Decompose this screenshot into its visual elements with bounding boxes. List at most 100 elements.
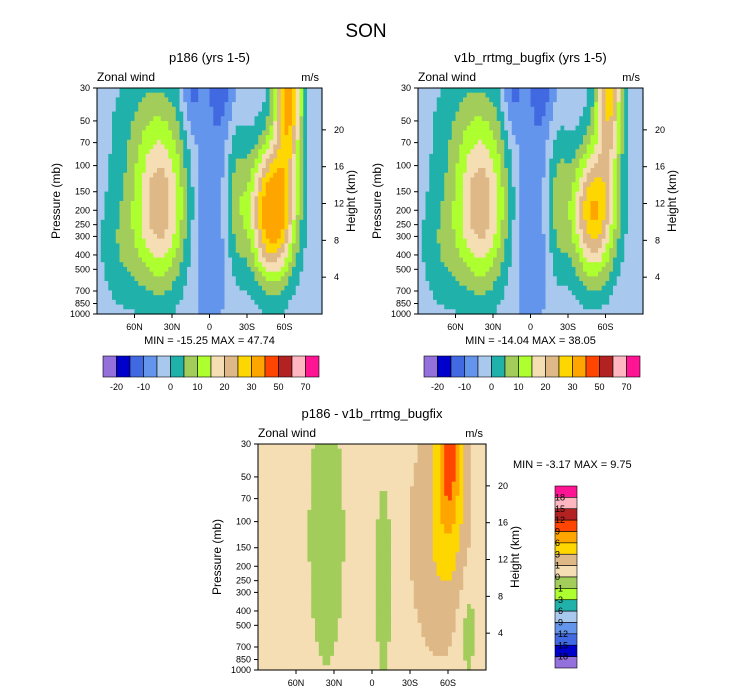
contour-cell: [187, 257, 192, 263]
contour-cell: [112, 116, 117, 122]
contour-cell: [481, 130, 487, 136]
contour-cell: [508, 149, 513, 155]
contour-cell: [179, 153, 184, 160]
contour-cell: [575, 97, 580, 103]
contour-cell: [220, 97, 226, 103]
contour-cell: [202, 106, 207, 113]
contour-cell: [217, 285, 222, 292]
contour-cell: [187, 309, 192, 315]
contour-cell: [175, 158, 181, 164]
contour-cell: [519, 201, 524, 207]
contour-cell: [243, 111, 248, 117]
contour-cell: [187, 229, 192, 235]
contour-cell: [538, 186, 543, 193]
contour-cell: [175, 257, 181, 263]
contour-cell: [149, 111, 154, 117]
contour-cell: [292, 309, 297, 315]
contour-cell: [149, 205, 154, 212]
contour-cell: [164, 120, 169, 127]
contour-cell: [470, 172, 475, 179]
contour-cell: [100, 182, 106, 188]
contour-cell: [444, 116, 449, 122]
contour-cell: [100, 238, 106, 244]
contour-cell: [224, 196, 229, 202]
contour-cell: [459, 191, 464, 197]
contour-cell: [504, 215, 509, 221]
contour-cell: [104, 248, 109, 254]
contour-cell: [485, 224, 490, 230]
contour-cell: [209, 92, 214, 99]
contour-cell: [303, 248, 308, 254]
contour-cell: [433, 201, 438, 207]
contour-cell: [292, 248, 297, 254]
contour-cell: [172, 144, 177, 150]
contour-cell: [530, 215, 535, 221]
colorbar-swatch: [170, 355, 185, 378]
contour-cell: [459, 233, 464, 240]
contour-cell: [594, 191, 599, 197]
contour-cell: [541, 191, 547, 197]
contour-cell: [299, 262, 304, 268]
contour-cell: [609, 88, 614, 94]
contour-cell: [303, 177, 308, 183]
contour-cell: [202, 229, 207, 235]
contour-cell: [508, 177, 513, 183]
contour-cell: [631, 177, 637, 183]
contour-cell: [194, 139, 199, 146]
contour-cell: [157, 233, 162, 240]
contour-cell: [213, 168, 218, 174]
contour-cell: [504, 177, 509, 183]
contour-cell: [440, 172, 445, 179]
contour-cell: [108, 144, 113, 150]
contour-cell: [112, 295, 117, 301]
contour-cell: [534, 201, 539, 207]
contour-cell: [624, 97, 629, 103]
contour-cell: [538, 102, 543, 108]
contour-cell: [247, 135, 252, 141]
contour-cell: [123, 149, 128, 155]
contour-cell: [232, 153, 237, 160]
contour-cell: [455, 243, 460, 249]
contour-cell: [190, 205, 196, 212]
contour-cell: [635, 182, 640, 188]
contour-cell: [590, 191, 595, 197]
contour-cell: [485, 92, 490, 99]
contour-cell: [601, 177, 607, 183]
contour-cell: [459, 196, 464, 202]
contour-cell: [526, 182, 532, 188]
contour-cell: [481, 210, 487, 216]
contour-cell: [455, 120, 460, 127]
contour-cell: [493, 243, 498, 249]
contour-cell: [145, 196, 151, 202]
contour-cell: [172, 172, 177, 179]
contour-cell: [466, 163, 472, 169]
contour-cell: [500, 191, 505, 197]
contour-cell: [160, 262, 166, 268]
contour-cell: [198, 158, 203, 164]
contour-cell: [220, 149, 226, 155]
contour-cell: [277, 158, 282, 164]
contour-cell: [205, 285, 211, 292]
contour-cell: [97, 205, 102, 212]
contour-cell: [425, 210, 430, 216]
contour-cell: [598, 168, 603, 174]
contour-cell: [534, 186, 539, 193]
contour-cell: [571, 224, 577, 230]
contour-cell: [168, 116, 173, 122]
contour-cell: [598, 139, 603, 146]
contour-cell: [459, 116, 464, 122]
contour-cell: [288, 243, 293, 249]
contour-cell: [530, 92, 535, 99]
contour-cell: [478, 106, 483, 113]
contour-cell: [545, 215, 550, 221]
contour-cell: [142, 309, 147, 315]
contour-cell: [127, 224, 132, 230]
contour-cell: [541, 144, 547, 150]
contour-cell: [175, 299, 181, 306]
contour-cell: [295, 177, 301, 183]
contour-cell: [130, 224, 136, 230]
contour-cell: [500, 168, 505, 174]
contour-cell: [123, 191, 128, 197]
contour-cell: [538, 88, 543, 94]
contour-cell: [560, 106, 565, 113]
